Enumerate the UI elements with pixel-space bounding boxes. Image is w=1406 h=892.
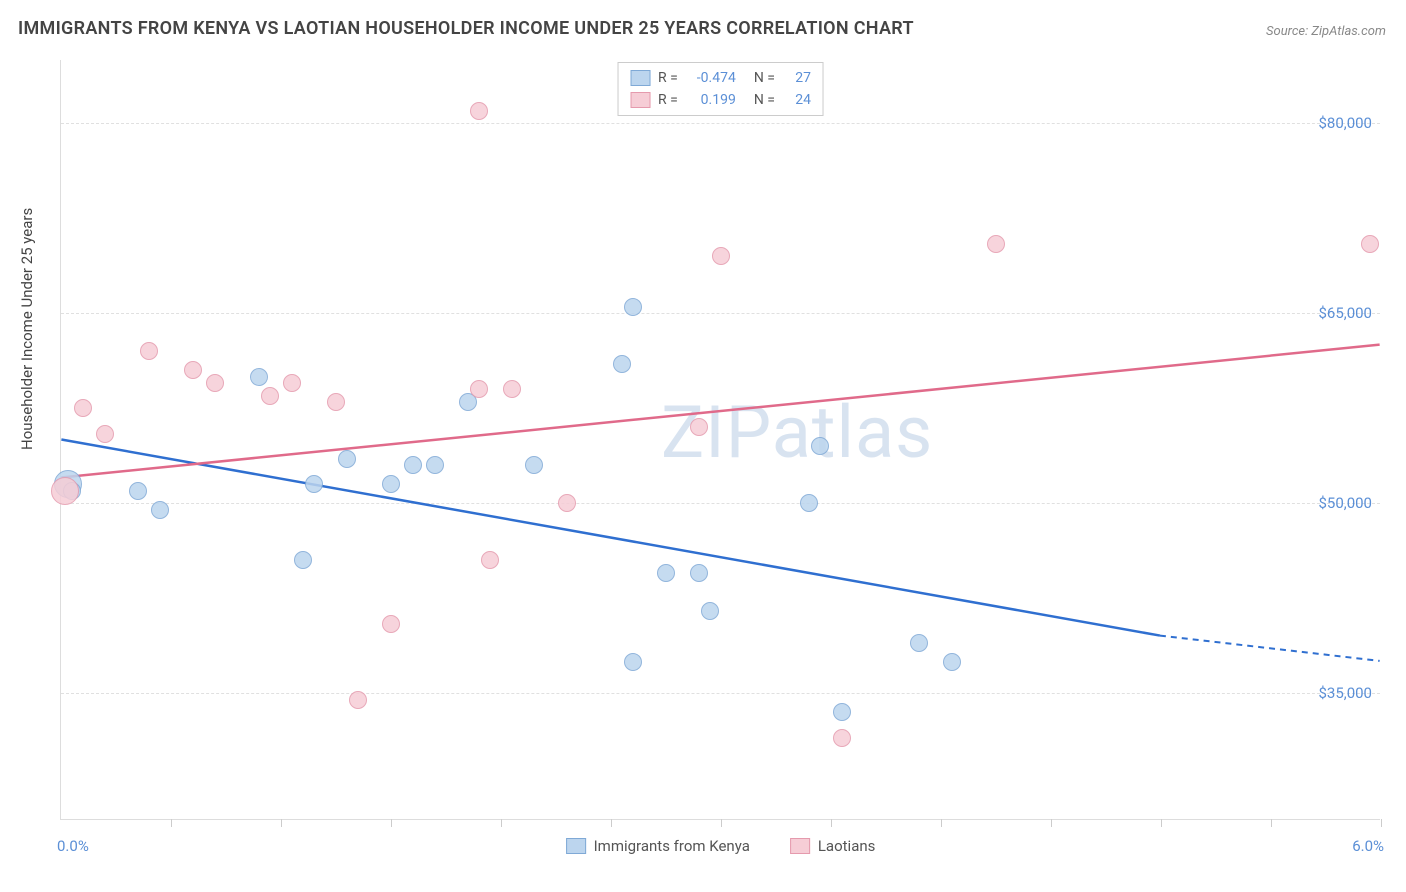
data-point [250, 368, 268, 386]
data-point [184, 361, 202, 379]
data-point [701, 602, 719, 620]
x-axis-min-label: 0.0% [57, 837, 89, 855]
data-point [382, 475, 400, 493]
data-point [129, 482, 147, 500]
data-point [558, 494, 576, 512]
data-point [624, 298, 642, 316]
data-point [294, 551, 312, 569]
legend-item: Laotians [790, 837, 876, 855]
x-tick [611, 819, 612, 827]
x-tick [1161, 819, 1162, 827]
data-point [470, 380, 488, 398]
correlation-stats-box: R = -0.474 N = 27 R = 0.199 N = 24 [617, 62, 824, 116]
x-tick [1271, 819, 1272, 827]
data-point [624, 653, 642, 671]
stats-row: R = 0.199 N = 24 [630, 89, 811, 111]
y-axis-label: Householder Income Under 25 years [18, 208, 36, 450]
data-point [470, 102, 488, 120]
trend-line [61, 440, 1160, 636]
x-tick [281, 819, 282, 827]
data-point [206, 374, 224, 392]
data-point [712, 247, 730, 265]
data-point [811, 437, 829, 455]
data-point [261, 387, 279, 405]
stat-n-label: N = [754, 89, 775, 111]
data-point [140, 342, 158, 360]
legend-swatch [566, 838, 586, 854]
stat-n-label: N = [754, 67, 775, 89]
legend-swatch [630, 92, 650, 108]
stat-r-label: R = [658, 89, 678, 111]
data-point [338, 450, 356, 468]
x-tick [171, 819, 172, 827]
chart-title: IMMIGRANTS FROM KENYA VS LAOTIAN HOUSEHO… [18, 18, 914, 39]
y-tick-label: $65,000 [1318, 304, 1372, 322]
legend-swatch [630, 70, 650, 86]
source-label: Source: ZipAtlas.com [1266, 24, 1386, 39]
data-point [327, 393, 345, 411]
y-tick-label: $35,000 [1318, 684, 1372, 702]
data-point [51, 477, 79, 505]
trend-line-extrapolated [1160, 636, 1380, 661]
legend-swatch [790, 838, 810, 854]
y-tick-label: $50,000 [1318, 494, 1372, 512]
gridline [61, 123, 1380, 124]
x-tick [1051, 819, 1052, 827]
x-axis-max-label: 6.0% [1352, 837, 1384, 855]
chart-plot-area: ZIPatlas $35,000$50,000$65,000$80,000 R … [60, 60, 1380, 820]
stat-r-label: R = [658, 67, 678, 89]
data-point [833, 729, 851, 747]
trend-line [61, 345, 1379, 478]
data-point [74, 399, 92, 417]
x-tick [831, 819, 832, 827]
data-point [305, 475, 323, 493]
gridline [61, 313, 1380, 314]
x-tick [391, 819, 392, 827]
trend-lines [61, 60, 1380, 819]
stat-n-value: 27 [783, 67, 811, 89]
y-tick-label: $80,000 [1318, 114, 1372, 132]
legend-label: Laotians [818, 837, 876, 855]
data-point [1361, 235, 1379, 253]
data-point [910, 634, 928, 652]
data-point [613, 355, 631, 373]
stat-n-value: 24 [783, 89, 811, 111]
data-point [382, 615, 400, 633]
data-point [800, 494, 818, 512]
data-point [690, 418, 708, 436]
x-tick [721, 819, 722, 827]
data-point [481, 551, 499, 569]
data-point [426, 456, 444, 474]
gridline [61, 503, 1380, 504]
data-point [283, 374, 301, 392]
data-point [690, 564, 708, 582]
data-point [833, 703, 851, 721]
data-point [349, 691, 367, 709]
data-point [151, 501, 169, 519]
legend-label: Immigrants from Kenya [594, 837, 750, 855]
stat-r-value: -0.474 [686, 67, 736, 89]
x-tick [1381, 819, 1382, 827]
x-tick [941, 819, 942, 827]
data-point [525, 456, 543, 474]
stats-row: R = -0.474 N = 27 [630, 67, 811, 89]
x-tick [501, 819, 502, 827]
data-point [657, 564, 675, 582]
gridline [61, 693, 1380, 694]
data-point [404, 456, 422, 474]
data-point [987, 235, 1005, 253]
data-point [943, 653, 961, 671]
bottom-legend: Immigrants from Kenya Laotians [566, 837, 876, 855]
stat-r-value: 0.199 [686, 89, 736, 111]
legend-item: Immigrants from Kenya [566, 837, 750, 855]
data-point [503, 380, 521, 398]
data-point [96, 425, 114, 443]
